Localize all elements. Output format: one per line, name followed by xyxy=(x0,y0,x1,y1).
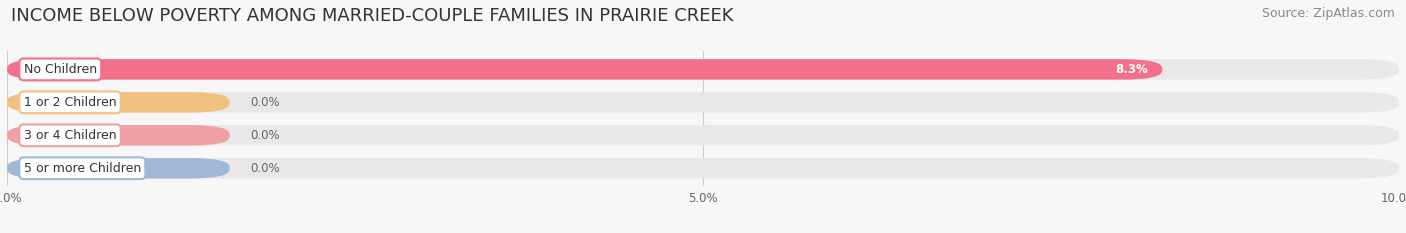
FancyBboxPatch shape xyxy=(7,59,1163,80)
Text: 0.0%: 0.0% xyxy=(250,96,280,109)
Text: No Children: No Children xyxy=(24,63,97,76)
Text: 3 or 4 Children: 3 or 4 Children xyxy=(24,129,117,142)
Text: 0.0%: 0.0% xyxy=(250,162,280,175)
Text: 8.3%: 8.3% xyxy=(1116,63,1149,76)
Text: 0.0%: 0.0% xyxy=(250,129,280,142)
FancyBboxPatch shape xyxy=(7,92,229,113)
Text: 1 or 2 Children: 1 or 2 Children xyxy=(24,96,117,109)
FancyBboxPatch shape xyxy=(7,125,1399,146)
FancyBboxPatch shape xyxy=(7,125,229,146)
Text: Source: ZipAtlas.com: Source: ZipAtlas.com xyxy=(1261,7,1395,20)
FancyBboxPatch shape xyxy=(7,158,1399,178)
Text: INCOME BELOW POVERTY AMONG MARRIED-COUPLE FAMILIES IN PRAIRIE CREEK: INCOME BELOW POVERTY AMONG MARRIED-COUPL… xyxy=(11,7,734,25)
FancyBboxPatch shape xyxy=(7,158,229,178)
Text: 5 or more Children: 5 or more Children xyxy=(24,162,141,175)
FancyBboxPatch shape xyxy=(7,92,1399,113)
FancyBboxPatch shape xyxy=(7,59,1399,80)
